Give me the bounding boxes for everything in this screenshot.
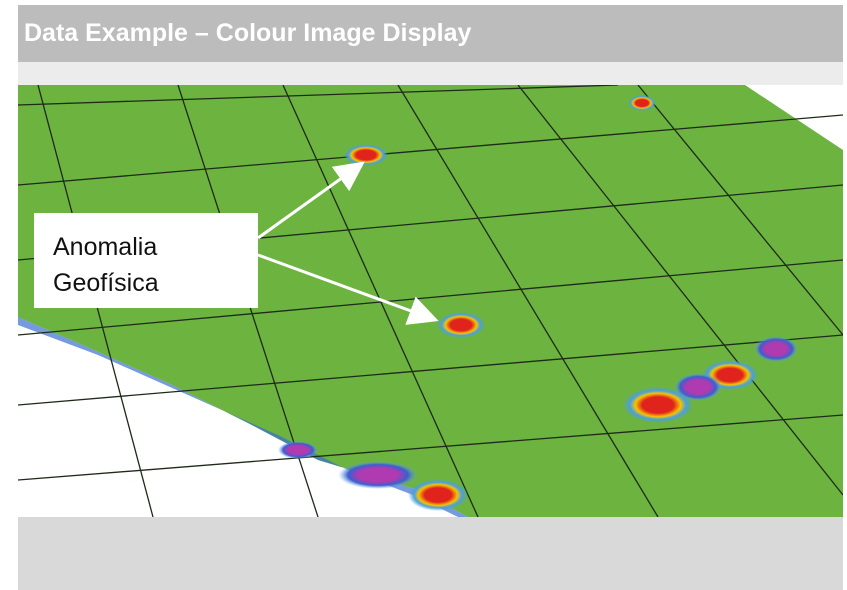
arrow — [257, 253, 439, 325]
survey-map — [18, 85, 843, 517]
callout-box: Anomalia Geofísica — [34, 213, 258, 308]
image-top-strip — [18, 62, 843, 85]
slide-title: Data Example – Colour Image Display — [24, 19, 472, 47]
edge-band — [18, 317, 468, 517]
anomalies — [278, 95, 798, 511]
slide: Data Example – Colour Image Display — [18, 5, 843, 590]
callout-text: Anomalia — [53, 233, 158, 261]
callout-text: Geofísica — [53, 269, 159, 297]
title-bar: Data Example – Colour Image Display — [18, 5, 843, 62]
arrow — [257, 161, 365, 240]
